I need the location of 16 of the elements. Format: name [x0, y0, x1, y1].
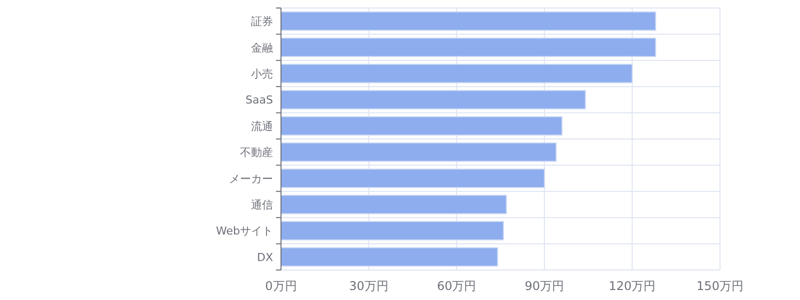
x-tick-label: 120万円	[608, 279, 656, 293]
y-tick-label: SaaS	[246, 94, 274, 107]
y-tick-label: 証券	[251, 15, 273, 28]
y-tick-label: 流通	[251, 120, 273, 133]
x-tick-label: 60万円	[436, 279, 476, 293]
y-tick-label: 金融	[251, 41, 273, 54]
x-tick-label: 30万円	[349, 279, 388, 293]
y-tick-label: 小売	[251, 68, 273, 80]
x-tick-label: 0万円	[265, 279, 297, 293]
y-tick-label: メーカー	[229, 172, 273, 186]
x-tick-label: 150万円	[696, 279, 744, 293]
y-tick-label: Webサイト	[216, 224, 273, 238]
y-tick-label: 不動産	[240, 146, 273, 160]
y-tick-label: 通信	[251, 198, 273, 212]
y-tick-label: DX	[256, 250, 274, 264]
x-tick-label: 90万円	[524, 279, 564, 293]
